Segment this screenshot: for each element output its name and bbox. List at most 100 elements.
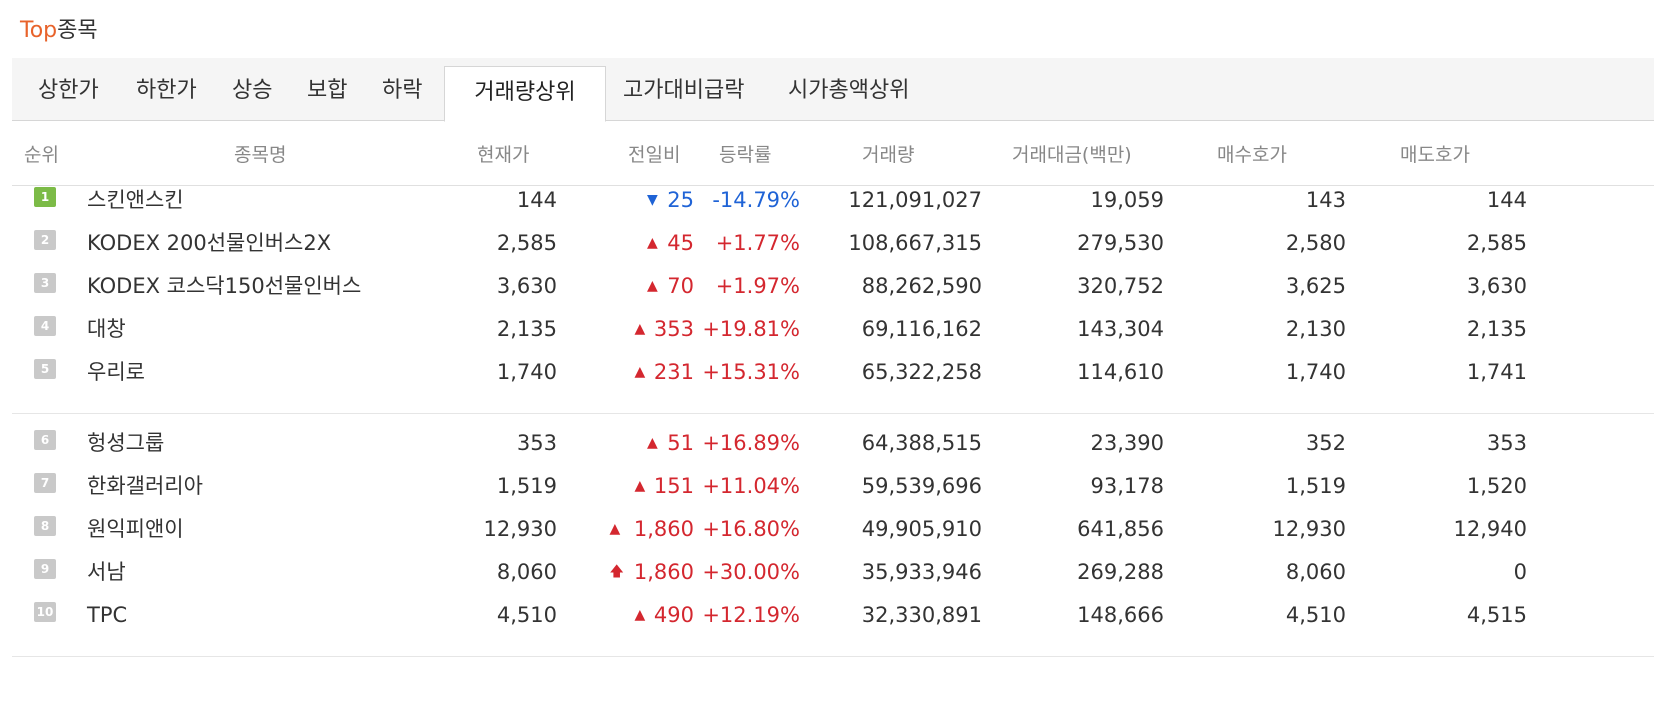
rank-badge: 7 [34, 473, 56, 493]
cell-rate: +12.19% [702, 603, 800, 627]
tab-fall[interactable]: 하락 [382, 78, 423, 103]
cell-ask: 1,741 [1466, 360, 1527, 384]
cell-amount: 148,666 [1077, 603, 1164, 627]
cell-change: 353 [653, 317, 694, 341]
cell-rate: +16.80% [702, 517, 800, 541]
cell-amount: 269,288 [1077, 560, 1164, 584]
cell-volume: 121,091,027 [848, 188, 982, 212]
stock-name-link[interactable]: 우리로 [87, 360, 145, 384]
table-row[interactable]: 1 스킨앤스킨 144 ▼ 25 -14.79% 121,091,027 19,059 143 1… [12, 177, 1654, 223]
cell-volume: 32,330,891 [861, 603, 982, 627]
table-row[interactable]: 9 서남 8,060 🡅 1,860 +30.00% 35,933,946 269,288 8,… [12, 549, 1654, 595]
title-accent: Top [20, 18, 58, 43]
cell-price: 144 [516, 188, 557, 212]
tab-rise[interactable]: 상승 [232, 78, 273, 103]
cell-ask: 4,515 [1466, 603, 1527, 627]
column-header-change: 전일비 [628, 144, 681, 166]
cell-change: 45 [667, 231, 694, 255]
table-row[interactable]: 2 KODEX 200선물인버스2X 2,585 ▲ 45 +1.77% 108,667,3… [12, 220, 1654, 266]
cell-bid: 3,625 [1285, 274, 1346, 298]
cell-volume: 108,667,315 [848, 231, 982, 255]
table-row[interactable]: 10 TPC 4,510 ▲ 490 +12.19% 32,330,891 148,666 4,… [12, 592, 1654, 638]
tab-drop-from-high[interactable]: 고가대비급락 [623, 78, 745, 103]
rank-badge: 2 [34, 230, 56, 250]
rank-badge: 9 [34, 559, 56, 579]
cell-volume: 49,905,910 [861, 517, 982, 541]
stock-name-link[interactable]: 서남 [87, 560, 126, 584]
stock-name-link[interactable]: 헝셩그룹 [87, 431, 165, 455]
cell-ask: 1,520 [1466, 474, 1527, 498]
cell-price: 4,510 [496, 603, 557, 627]
cell-amount: 23,390 [1090, 431, 1164, 455]
cell-ask: 2,585 [1466, 231, 1527, 255]
cell-ask: 3,630 [1466, 274, 1527, 298]
cell-change: 25 [667, 188, 694, 212]
cell-bid: 2,580 [1285, 231, 1346, 255]
table-row[interactable]: 8 원익피앤이 12,930 ▲ 1,860 +16.80% 49,905,910 641,8… [12, 506, 1654, 552]
up-triangle-icon: ▲ [609, 521, 621, 537]
table-bottom-border [12, 656, 1654, 657]
column-header-price: 현재가 [477, 144, 530, 166]
table-row[interactable]: 3 KODEX 코스닥150선물인버스 3,630 ▲ 70 +1.97% 88,262,5… [12, 263, 1654, 309]
upper-limit-arrow-icon: 🡅 [609, 564, 624, 580]
cell-bid: 2,130 [1285, 317, 1346, 341]
cell-amount: 143,304 [1077, 317, 1164, 341]
up-triangle-icon: ▲ [647, 435, 658, 451]
stock-name-link[interactable]: 스킨앤스킨 [87, 188, 184, 212]
tab-volume-top[interactable]: 거래량상위 [444, 66, 606, 122]
column-header-rate: 등락률 [719, 144, 772, 166]
tab-flat[interactable]: 보합 [307, 78, 348, 103]
table-header: 순위 종목명 현재가 전일비 등락률 거래량 거래대금(백만) 매수호가 매도호… [12, 120, 1654, 186]
cell-rate: +15.31% [702, 360, 800, 384]
up-triangle-icon: ▲ [647, 235, 658, 251]
cell-rate: +30.00% [702, 560, 800, 584]
title-rest: 종목 [57, 18, 98, 43]
up-triangle-icon: ▲ [634, 607, 646, 623]
cell-price: 353 [516, 431, 557, 455]
cell-amount: 114,610 [1077, 360, 1164, 384]
cell-rate: +1.97% [715, 274, 800, 298]
tab-upper-limit[interactable]: 상한가 [38, 78, 99, 103]
cell-price: 1,519 [496, 474, 557, 498]
cell-rate: +16.89% [702, 431, 800, 455]
up-triangle-icon: ▲ [647, 278, 658, 294]
table-row[interactable]: 5 우리로 1,740 ▲ 231 +15.31% 65,322,258 114,610 1,7… [12, 349, 1654, 395]
rank-badge: 3 [34, 273, 56, 293]
cell-bid: 8,060 [1285, 560, 1346, 584]
cell-ask: 144 [1486, 188, 1527, 212]
cell-ask: 353 [1486, 431, 1527, 455]
rank-badge: 6 [34, 430, 56, 450]
cell-bid: 12,930 [1272, 517, 1346, 541]
group-divider [12, 413, 1654, 414]
stock-name-link[interactable]: KODEX 200선물인버스2X [87, 231, 332, 255]
tab-lower-limit[interactable]: 하한가 [136, 78, 197, 103]
column-header-volume: 거래량 [862, 144, 915, 166]
cell-amount: 93,178 [1090, 474, 1164, 498]
table-row[interactable]: 7 한화갤러리아 1,519 ▲ 151 +11.04% 59,539,696 93,178 1… [12, 463, 1654, 509]
stock-name-link[interactable]: 대창 [87, 317, 126, 341]
section-title: Top종목 [20, 16, 98, 46]
cell-volume: 59,539,696 [861, 474, 982, 498]
cell-rate: +1.77% [715, 231, 800, 255]
rank-badge: 5 [34, 359, 56, 379]
cell-volume: 65,322,258 [861, 360, 982, 384]
cell-price: 3,630 [496, 274, 557, 298]
cell-price: 8,060 [496, 560, 557, 584]
stock-name-link[interactable]: TPC [87, 603, 128, 627]
down-triangle-icon: ▼ [647, 192, 658, 208]
up-triangle-icon: ▲ [634, 364, 646, 380]
stock-name-link[interactable]: 한화갤러리아 [87, 474, 203, 498]
cell-amount: 320,752 [1077, 274, 1164, 298]
cell-rate: +19.81% [702, 317, 800, 341]
tab-market-cap-top[interactable]: 시가총액상위 [788, 78, 910, 103]
stock-name-link[interactable]: KODEX 코스닥150선물인버스 [87, 274, 362, 298]
cell-ask: 2,135 [1466, 317, 1527, 341]
cell-volume: 69,116,162 [861, 317, 982, 341]
table-row[interactable]: 6 헝셩그룹 353 ▲ 51 +16.89% 64,388,515 23,390 352 353 [12, 420, 1654, 466]
tab-bar: 상한가 하한가 상승 보합 하락 거래량상위 고가대비급락 시가총액상위 [12, 58, 1654, 122]
stock-name-link[interactable]: 원익피앤이 [87, 517, 184, 541]
cell-change: 51 [667, 431, 694, 455]
cell-ask: 0 [1513, 560, 1527, 584]
cell-amount: 641,856 [1077, 517, 1164, 541]
table-row[interactable]: 4 대창 2,135 ▲ 353 +19.81% 69,116,162 143,304 2,13… [12, 306, 1654, 352]
